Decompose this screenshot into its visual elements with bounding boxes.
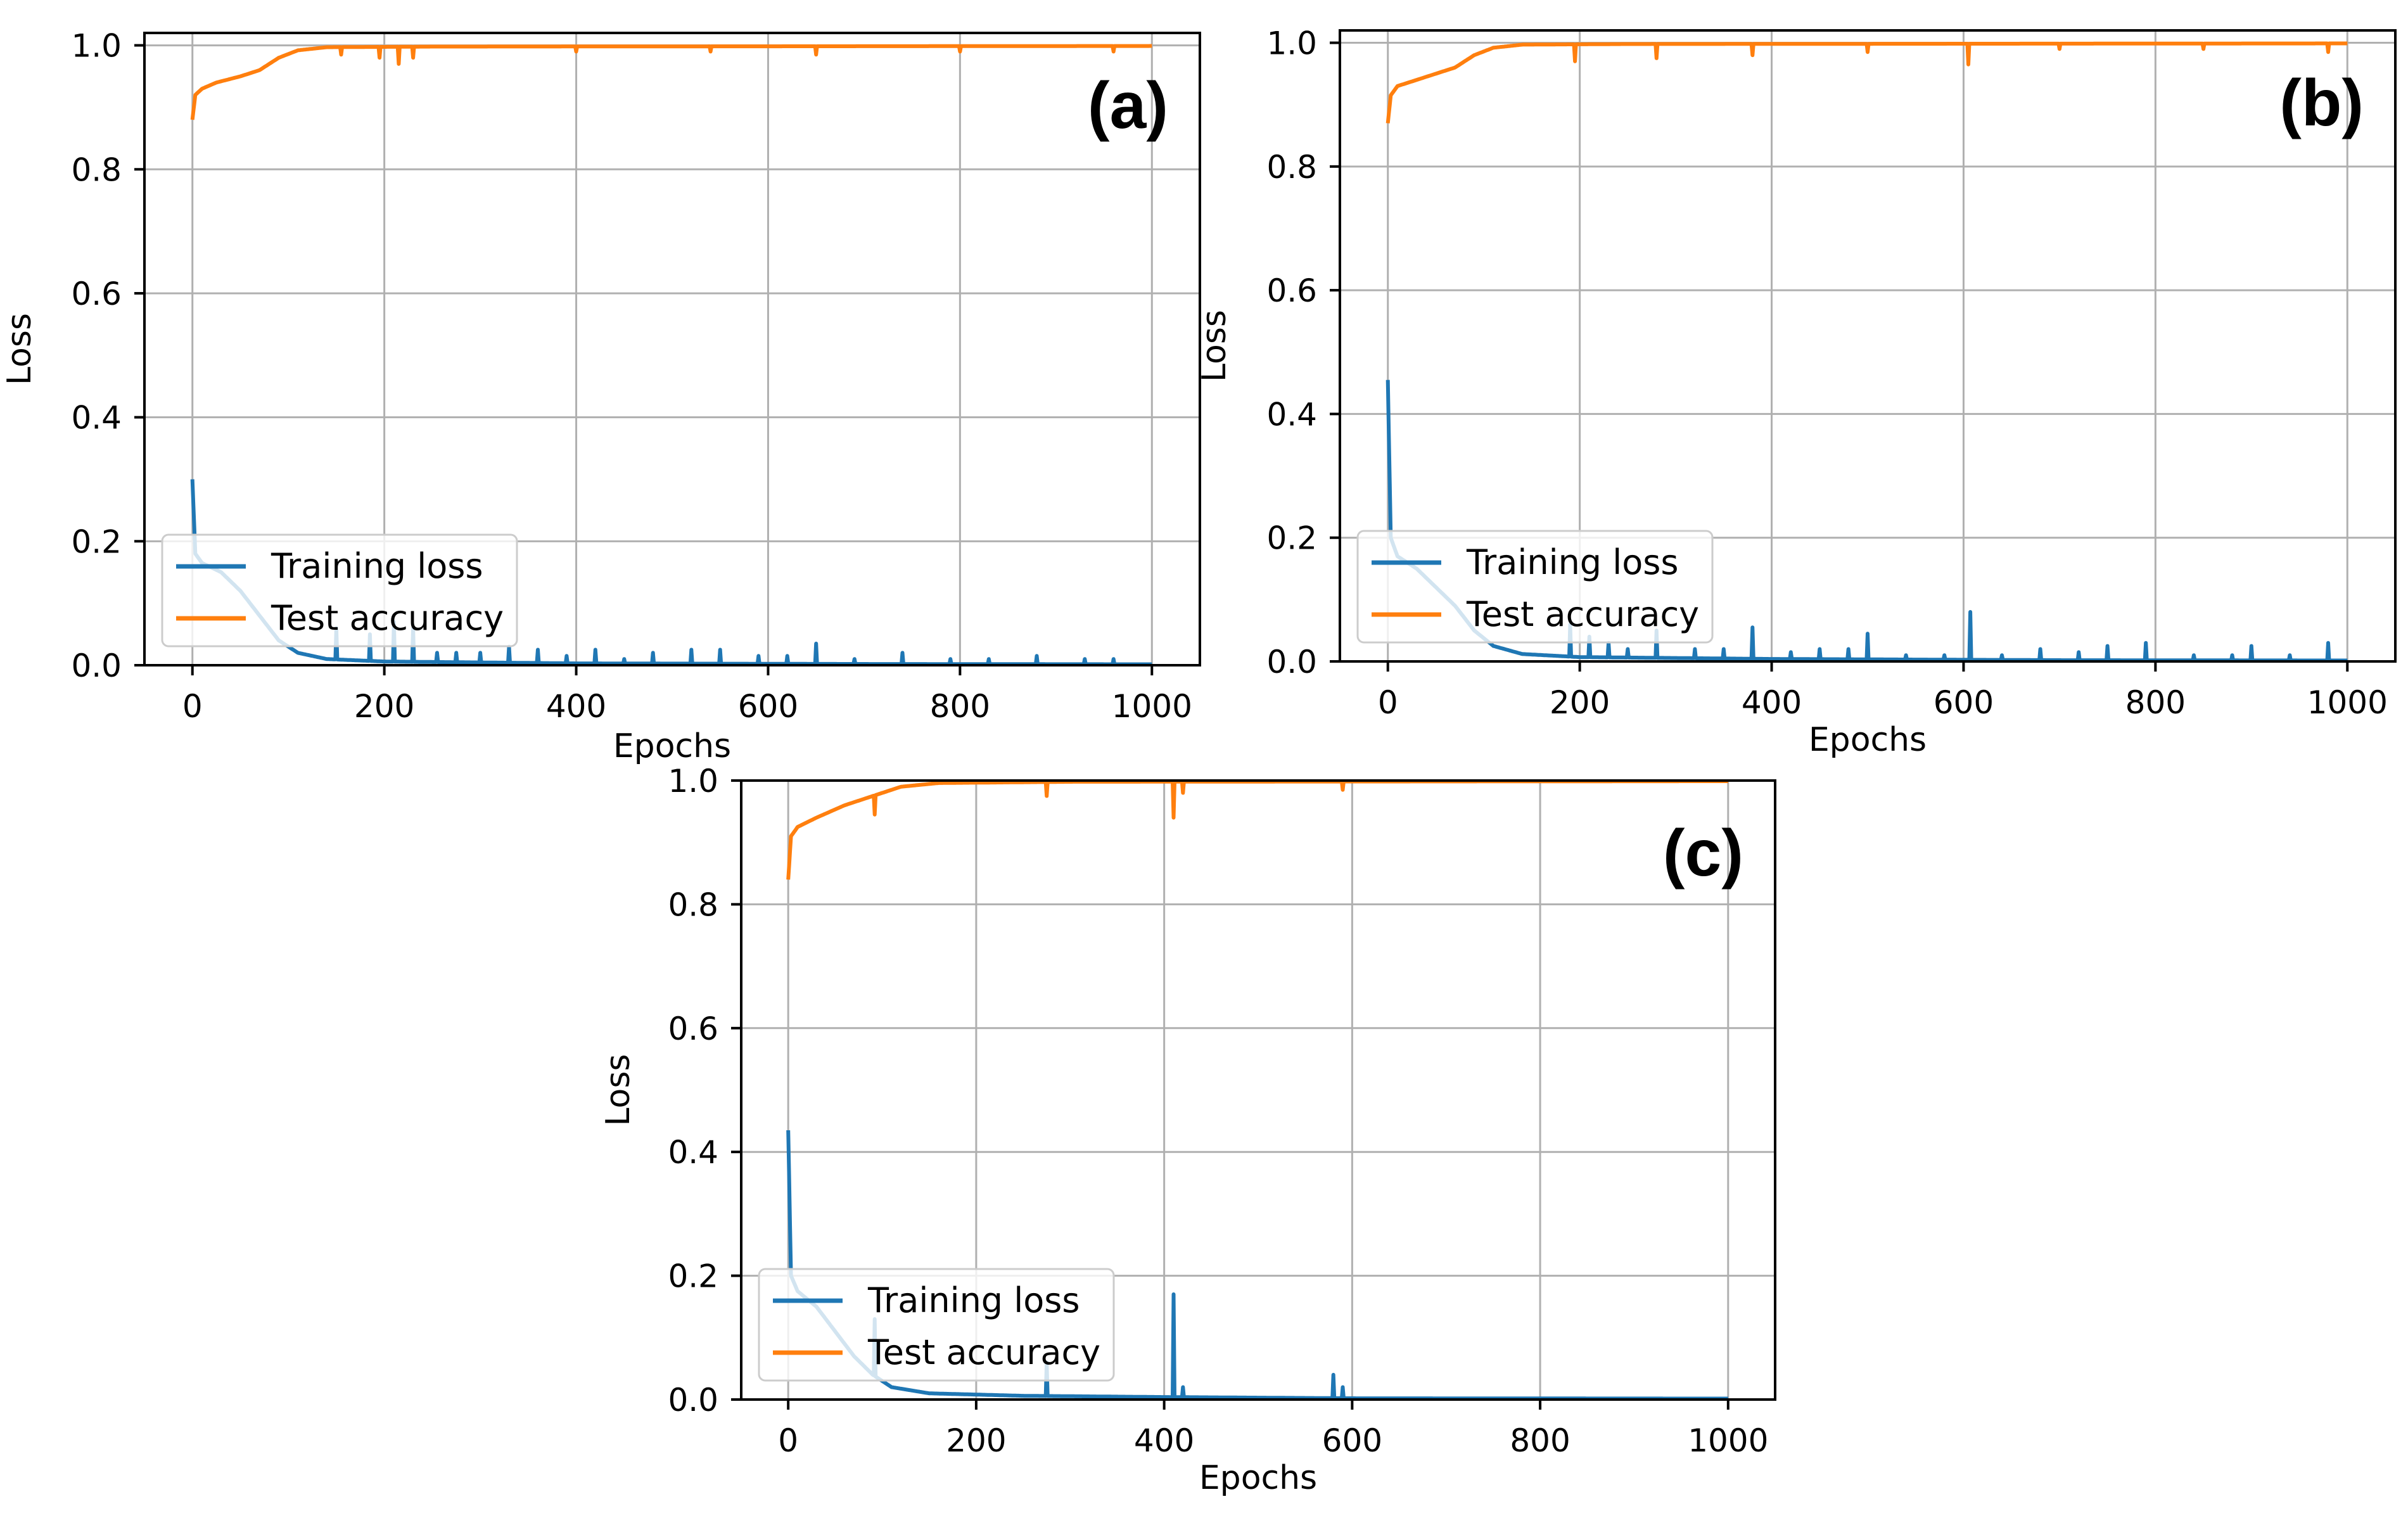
y-tick-label: 0.0 (1266, 644, 1317, 680)
x-tick-label: 400 (546, 688, 606, 725)
y-axis-label: Loss (1195, 310, 1233, 382)
legend-label-training-loss: Training loss (867, 1280, 1080, 1320)
x-axis-label: Epochs (1199, 1459, 1317, 1497)
x-tick-label: 400 (1742, 684, 1802, 721)
y-tick-label: 1.0 (71, 28, 122, 65)
x-tick-label: 200 (1550, 684, 1610, 721)
panel-label: (c) (1663, 817, 1743, 890)
axes-frame (740, 779, 1776, 1401)
y-tick-label: 0.4 (1266, 396, 1317, 433)
x-tick-label: 600 (738, 688, 798, 725)
series-line-test-accuracy (190, 44, 1153, 120)
y-axis-label: Loss (599, 1054, 637, 1126)
y-axis-label: Loss (1, 313, 39, 385)
x-tick-label: 0 (1378, 684, 1398, 721)
y-tick-label: 0.0 (668, 1382, 718, 1419)
y-tick-label: 0.2 (71, 523, 122, 560)
x-tick-label: 600 (1933, 684, 1994, 721)
x-axis-label: Epochs (613, 727, 731, 765)
y-tick-label: 1.0 (1266, 25, 1317, 62)
y-tick-label: 0.8 (668, 886, 718, 923)
x-tick-label: 0 (182, 688, 203, 725)
legend-box (161, 533, 518, 647)
chart-panel-3: 0 200 400 600 800 1000 0.0 0.2 0.4 0.6 0.8 1.0 Epoch… (599, 763, 1776, 1497)
axes-frame (143, 32, 1201, 667)
chart-panel-2: 0 200 400 600 800 1000 0.0 0.2 0.4 0.6 0.8 1.0 Epoch… (1195, 25, 2397, 759)
y-tick-label: 0.6 (668, 1011, 718, 1047)
y-tick-label: 0.0 (71, 647, 122, 684)
y-tick-label: 0.2 (668, 1258, 718, 1295)
x-axis-label: Epochs (1809, 721, 1927, 759)
y-tick-label: 0.6 (71, 276, 122, 312)
panel-label: (a) (1088, 69, 1168, 143)
legend-box (758, 1268, 1115, 1382)
legend-label-training-loss: Training loss (1466, 542, 1679, 582)
x-tick-label: 0 (778, 1422, 798, 1459)
panel-label: (b) (2279, 67, 2364, 140)
y-tick-label: 0.4 (668, 1134, 718, 1171)
x-tick-label: 800 (930, 688, 990, 725)
x-tick-label: 1000 (1688, 1422, 1768, 1459)
x-tick-label: 1000 (2307, 684, 2388, 721)
y-tick-label: 0.2 (1266, 520, 1317, 557)
legend-box (1356, 530, 1714, 644)
y-tick-label: 1.0 (668, 763, 718, 800)
legend-label-test-accuracy: Test accuracy (271, 598, 504, 638)
y-tick-label: 0.8 (1266, 149, 1317, 186)
x-tick-label: 200 (354, 688, 414, 725)
x-tick-label: 200 (946, 1422, 1006, 1459)
legend: Training loss Test accuracy (758, 1268, 1115, 1382)
y-tick-label: 0.6 (1266, 272, 1317, 309)
chart-panel-1: 0 200 400 600 800 1000 0.0 0.2 0.4 0.6 0.8 1.0 Epoch… (1, 28, 1201, 765)
x-tick-label: 800 (1510, 1422, 1570, 1459)
axes-frame (1339, 29, 2397, 663)
legend: Training loss Test accuracy (1356, 530, 1714, 644)
x-tick-label: 1000 (1112, 688, 1192, 725)
legend: Training loss Test accuracy (161, 533, 518, 647)
legend-label-training-loss: Training loss (271, 546, 483, 586)
x-tick-label: 600 (1322, 1422, 1382, 1459)
legend-label-test-accuracy: Test accuracy (1466, 594, 1699, 634)
x-tick-label: 400 (1134, 1422, 1194, 1459)
y-tick-label: 0.4 (71, 400, 122, 437)
series-line-test-accuracy (1386, 41, 2348, 124)
legend-label-test-accuracy: Test accuracy (867, 1332, 1100, 1372)
x-tick-label: 800 (2125, 684, 2186, 721)
y-tick-label: 0.8 (71, 151, 122, 188)
